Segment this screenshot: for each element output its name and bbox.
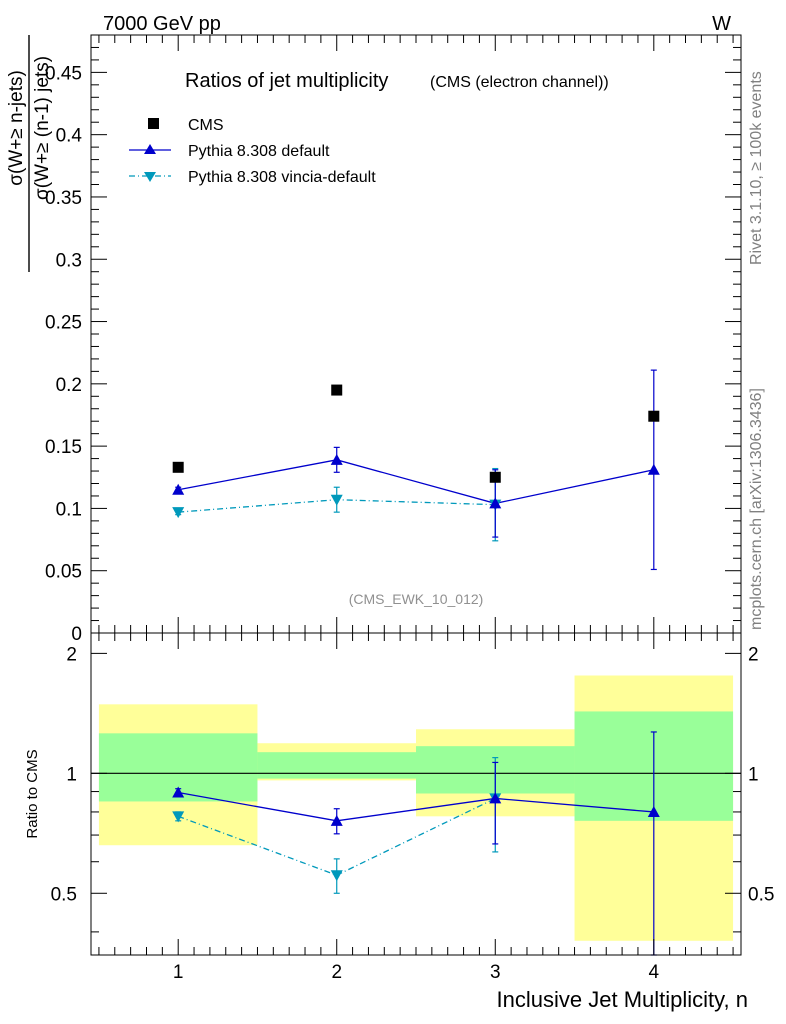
ratio-default-line <box>178 791 654 822</box>
main-y-tick-labels: 0 0.05 0.1 0.15 0.2 0.25 0.3 0.35 0.4 0.45 <box>45 63 82 645</box>
legend-cms-marker <box>148 118 159 129</box>
y-label-numerator: σ(W+≥ n-jets) <box>6 70 27 186</box>
ratio-panel: 0.5 0.5 1 1 2 2 Ratio to CMS <box>24 632 775 956</box>
main-y-tick-label: 0.25 <box>45 313 82 334</box>
vincia-point <box>330 494 343 506</box>
legend: CMS Pythia 8.308 default Pythia 8.308 vi… <box>129 117 376 186</box>
ratio-vincia-point <box>172 811 185 823</box>
main-series <box>172 369 660 571</box>
rivet-label: Rivet 3.1.10, ≥ 100k events <box>748 71 765 265</box>
analysis-id: (CMS_EWK_10_012) <box>349 591 484 607</box>
x-axis-label: Inclusive Jet Multiplicity, n <box>497 987 748 1012</box>
main-y-tick-label: 0.1 <box>56 499 82 520</box>
y-axis-label: σ(W+≥ n-jets) σ(W+≥ (n-1) jets) <box>6 35 53 272</box>
ratio-default-point <box>330 814 343 826</box>
default-point <box>489 497 502 509</box>
header-left: 7000 GeV pp <box>103 13 221 35</box>
header-right: W <box>712 13 731 35</box>
x-tick-label: 3 <box>490 962 501 983</box>
default-point <box>172 483 185 495</box>
legend-default-label: Pythia 8.308 default <box>188 143 330 160</box>
plot-subtitle: (CMS (electron channel)) <box>430 74 609 91</box>
ratio-default-point <box>489 792 502 804</box>
x-tick-label: 2 <box>331 962 342 983</box>
main-y-tick-label: 0.4 <box>56 126 83 147</box>
main-y-tick-label: 0 <box>71 624 82 645</box>
ratio-y-tick-label: 2 <box>66 644 77 665</box>
default-point <box>647 463 660 475</box>
main-y-tick-label: 0.45 <box>45 63 82 84</box>
main-y-tick-label: 0.3 <box>56 250 82 271</box>
default-point <box>330 453 343 465</box>
legend-default-marker <box>144 144 156 154</box>
ratio-y-tick-labels: 0.5 0.5 1 1 2 2 <box>51 644 775 905</box>
cms-point <box>331 384 343 396</box>
ratio-y-tick-label-right: 1 <box>748 764 759 785</box>
main-panel: 0 0.05 0.1 0.15 0.2 0.25 0.3 0.35 0.4 0.45 Ratios… <box>45 34 742 645</box>
x-tick-label: 4 <box>649 962 660 983</box>
mcplots-label: mcplots.cern.ch [arXiv:1306.3436] <box>748 388 765 630</box>
main-y-tick-label: 0.2 <box>56 375 82 396</box>
legend-vincia-label: Pythia 8.308 vincia-default <box>188 169 376 186</box>
ratio-series <box>172 731 660 956</box>
vincia-point <box>172 507 185 519</box>
ratio-axis-ticks <box>91 633 741 955</box>
main-axis-ticks <box>91 34 741 634</box>
x-tick-label: 1 <box>173 962 184 983</box>
ratio-default-point <box>172 786 185 798</box>
y-label-denominator: σ(W+≥ (n-1) jets) <box>32 56 53 200</box>
cms-point <box>648 410 660 422</box>
ratio-y-tick-label-right: 0.5 <box>748 884 774 905</box>
cms-point <box>172 461 184 473</box>
ratio-band-green <box>257 752 416 779</box>
main-y-tick-label: 0.05 <box>45 562 82 583</box>
cms-point <box>489 471 501 483</box>
plot-title: Ratios of jet multiplicity <box>185 70 388 92</box>
ratio-bands <box>98 675 734 941</box>
ratio-y-tick-label-right: 2 <box>748 644 759 665</box>
legend-vincia-marker <box>144 172 156 182</box>
ratio-y-label: Ratio to CMS <box>24 749 41 838</box>
ratio-default-point <box>647 805 660 817</box>
ratio-y-tick-label: 0.5 <box>51 884 77 905</box>
default-series-line <box>178 459 654 505</box>
legend-cms-label: CMS <box>188 117 224 134</box>
x-tick-labels: 1 2 3 4 <box>173 962 660 983</box>
ratio-vincia-point <box>330 870 343 882</box>
main-y-tick-label: 0.15 <box>45 437 82 458</box>
main-y-tick-label: 0.35 <box>45 188 82 209</box>
ratio-y-tick-label: 1 <box>66 764 77 785</box>
